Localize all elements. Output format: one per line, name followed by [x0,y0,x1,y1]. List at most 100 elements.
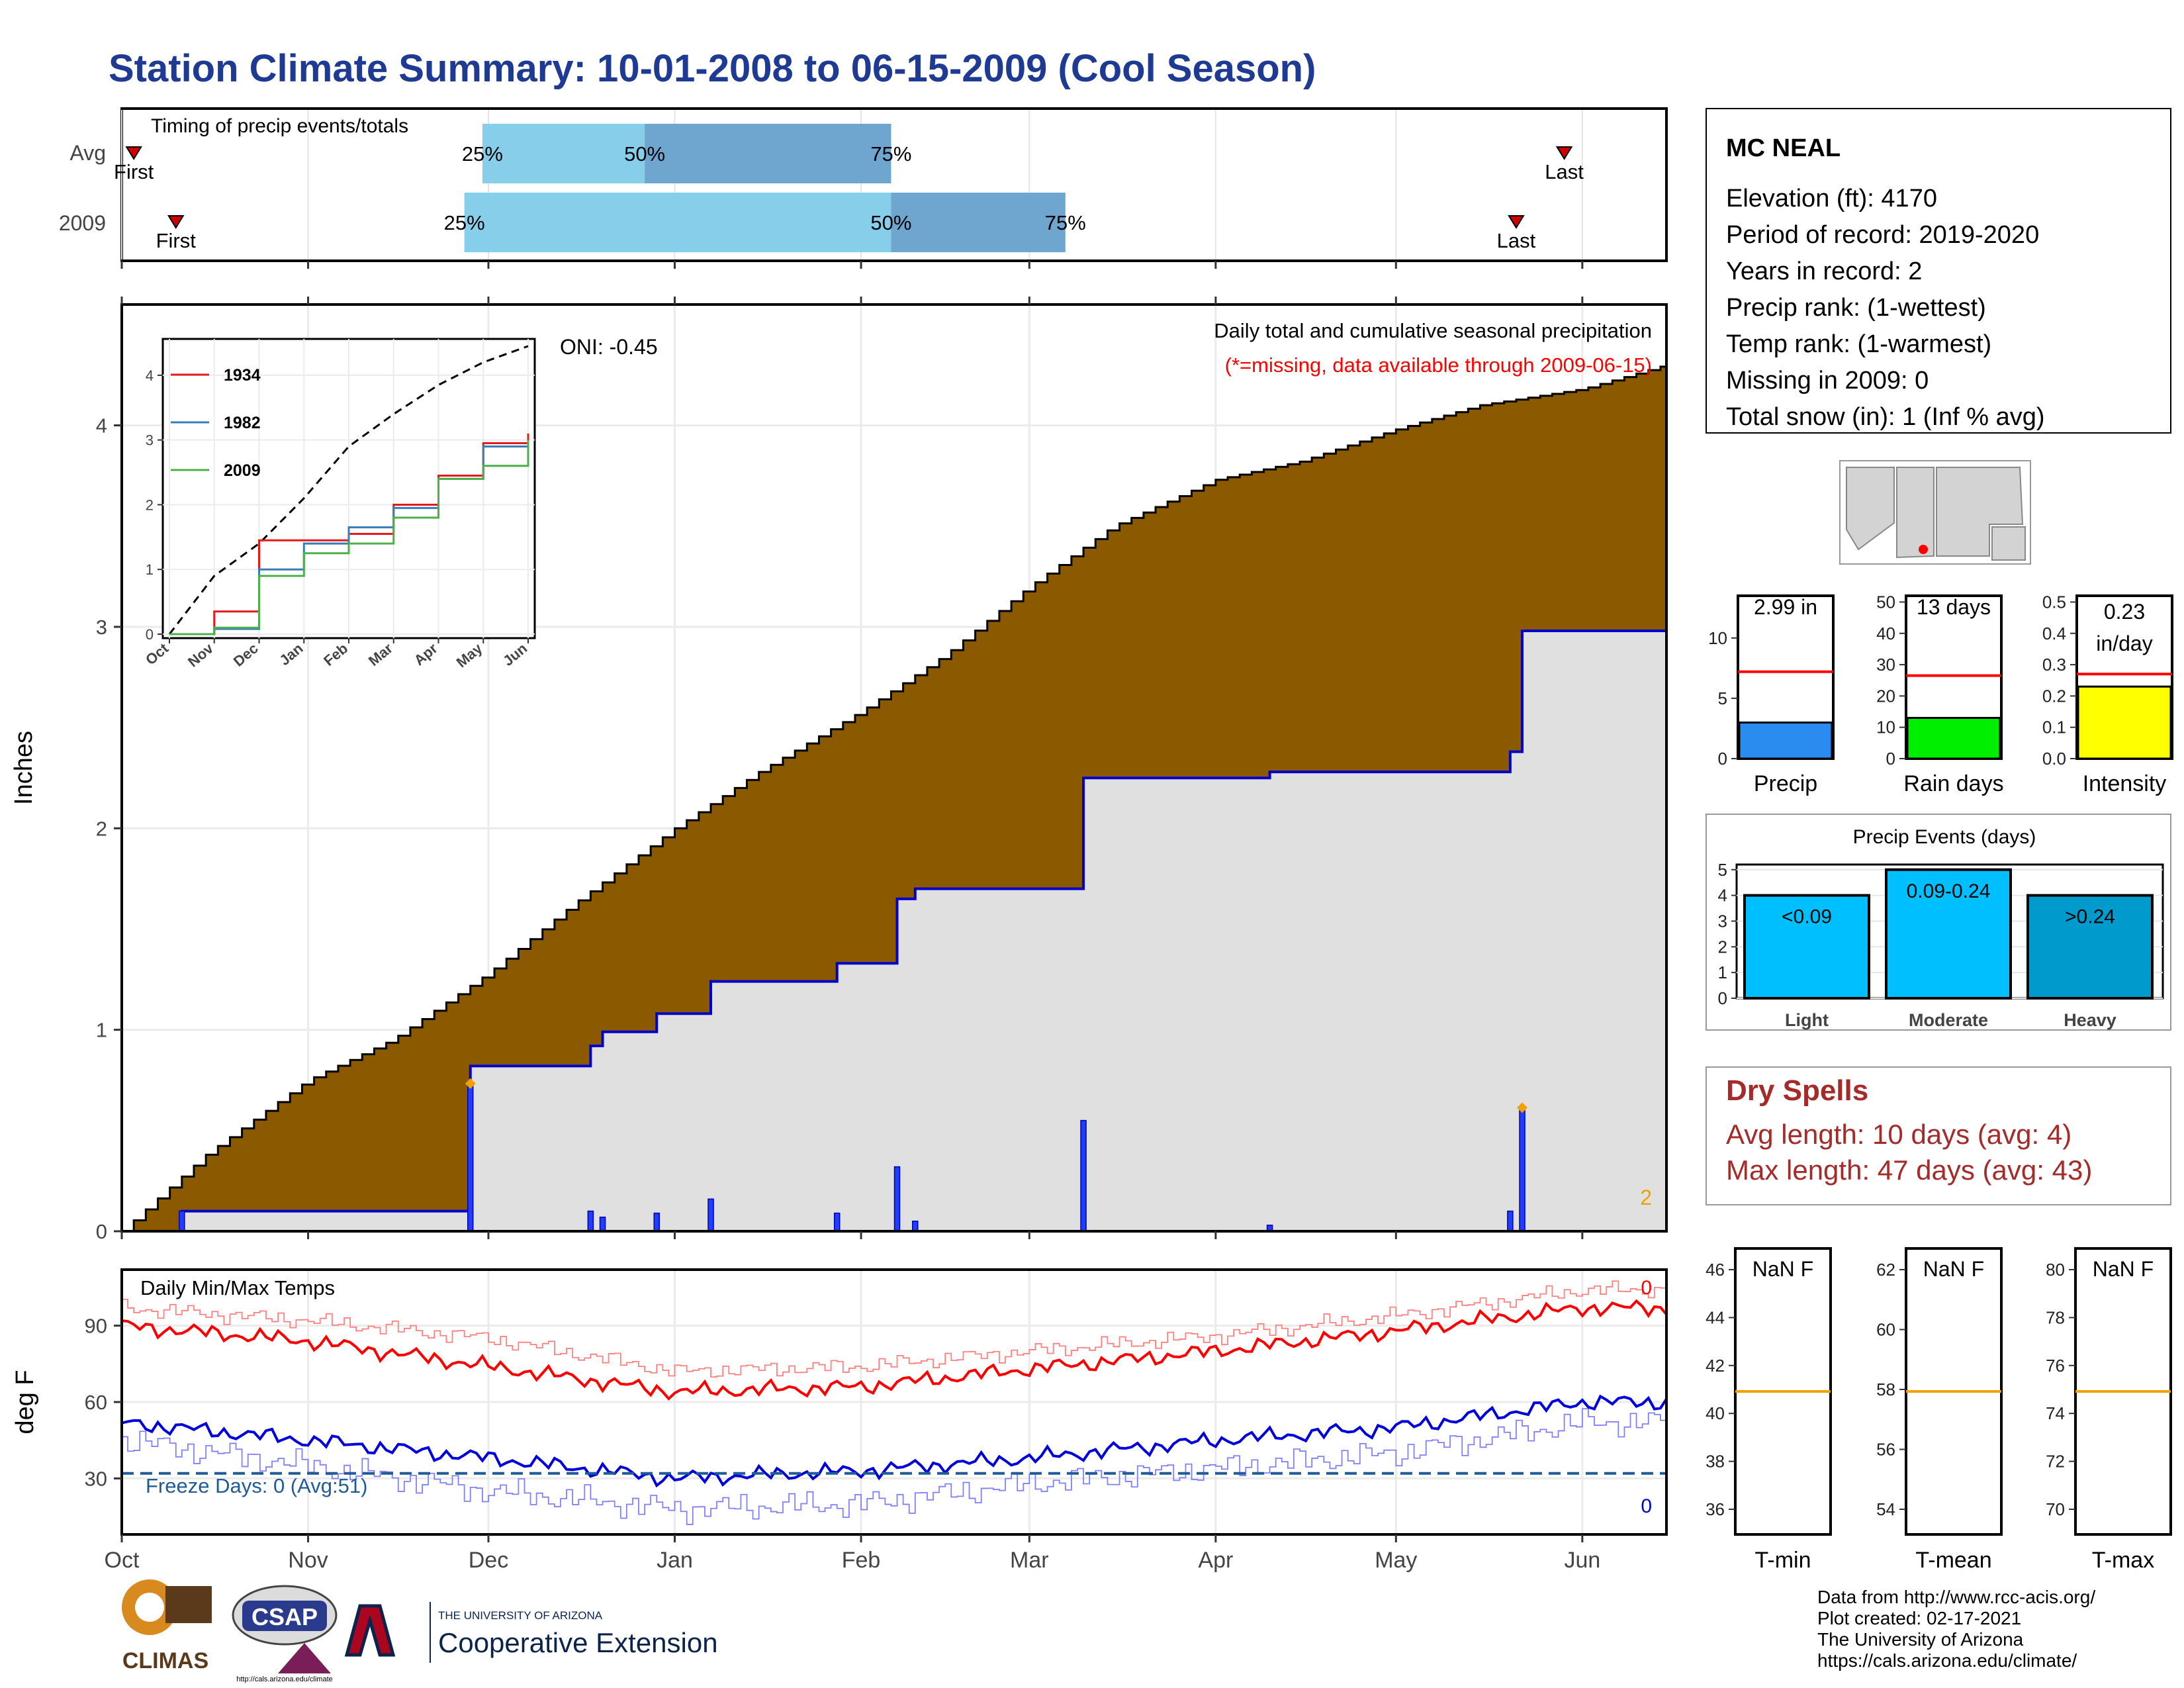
timing-row-label-avg: Avg [69,141,106,165]
events-y-tick: 4 [1718,886,1727,906]
event-count-label: 2 [1640,1186,1652,1209]
daily-precip-bar [653,1212,660,1232]
daily-precip-bar [912,1221,919,1232]
mini-bar-tick: 0.4 [2042,624,2066,643]
snow-marker [465,1078,476,1089]
daily-precip-bar [707,1198,714,1232]
precip-ylabel: Inches [10,731,38,805]
timing-panel: Timing of precip events/totals Avg 2009 … [59,107,1668,269]
first-event-label: First [156,229,197,252]
oni-label: ONI: -0.45 [560,335,658,359]
footer-line: https://cals.arizona.edu/climate/ [1817,1650,2077,1671]
temp-box-label: T-max [2092,1548,2154,1573]
2009-cumulative-area [122,630,1668,1233]
timing-q2-bar [645,124,891,183]
temp-x-tick: Jan [657,1548,693,1573]
temp-box-value: NaN F [2093,1257,2154,1281]
min-temp-count: 0 [1641,1495,1652,1517]
missing-note: (*=missing, data available through 2009-… [1225,353,1652,377]
timing-q2-bar [891,193,1066,252]
precip-events-box: Precip Events (days) 0 1 2 3 4 5 <0.09 Light 0.0… [1706,814,2171,1031]
events-bar-label: Moderate [1909,1010,1988,1030]
temp-y-tick: 60 [85,1391,107,1414]
csap-logo: CSAP http://cals.arizona.edu/climate [232,1585,338,1683]
station-location-marker [1919,545,1928,554]
inset-y-tick: 3 [146,432,154,449]
max-temp-count: 0 [1641,1277,1652,1299]
temp-box-tick: 60 [1876,1320,1895,1340]
temp-box-tick: 54 [1876,1499,1895,1519]
events-y-tick: 3 [1718,911,1727,931]
temp-box-tick: 58 [1876,1380,1895,1399]
mini-bar-value: 2.99 in [1754,595,1817,619]
temp-box-tick: 56 [1876,1440,1895,1460]
mini-bar-tick: 10 [1876,718,1895,737]
timing-p75-label: 75% [870,142,911,165]
events-title: Precip Events (days) [1853,826,2036,848]
mini-bar-tick: 20 [1876,686,1895,706]
temp-box-tick: 62 [1876,1260,1895,1280]
temp-x-tick: Feb [842,1548,881,1573]
temp-ylabel: deg F [11,1370,39,1434]
temp-panel: 30 60 90 Oct Nov Dec Jan Feb Mar Apr May Jun Daily … [11,1268,1668,1573]
dry-spells-max: Max length: 47 days (avg: 43) [1726,1154,2092,1186]
inset-average-line [168,345,529,635]
temp-x-tick: Dec [469,1548,508,1573]
timing-row-label-2009: 2009 [59,211,106,235]
last-event-marker [1508,215,1525,229]
station-info-line: Missing in 2009: 0 [1726,367,1929,395]
timing-title: Timing of precip events/totals [151,115,408,137]
events-y-tick: 1 [1718,962,1727,982]
mini-bar-value-unit: in/day [2096,632,2152,655]
station-info-line: Elevation (ft): 4170 [1726,185,1937,212]
temp-box-tick: 70 [2046,1499,2065,1519]
climas-logo-text: CLIMAS [122,1648,208,1673]
inset-legend-label: 1934 [224,366,261,385]
record-max-temp-line [122,1280,1667,1378]
temp-box-tick: 46 [1706,1260,1725,1280]
mini-bar-tick: 0 [1886,749,1895,769]
timing-q1-bar [482,124,645,183]
temp-title: Daily Min/Max Temps [140,1276,335,1299]
daily-precip-bar [179,1210,185,1232]
page-title: Station Climate Summary: 10-01-2008 to 0… [109,47,1316,90]
events-bar-range: >0.24 [2065,906,2115,928]
events-y-tick: 5 [1718,860,1727,880]
mini-bar-tick: 10 [1708,628,1727,648]
events-bar-range: 0.09-0.24 [1907,880,1991,902]
events-bar-moderate [1885,868,2012,1000]
first-event-marker [167,215,185,229]
daily-precip-bar [833,1212,841,1232]
mini-bar-tick: 0.0 [2042,749,2066,769]
station-info-line: Precip rank: (1-wettest) [1726,294,1986,322]
inset-series-2009 [169,440,529,635]
snow-marker [1517,1102,1528,1113]
footer-line: The University of Arizona [1817,1629,2024,1650]
last-event-marker [1555,146,1573,160]
mini-bar-tick: 0 [1718,749,1727,769]
temperature-summary-boxes: 36 38 40 42 44 46 NaN F T-min 54 56 58 60 62 NaN F T-m… [1706,1247,2172,1573]
temp-box-tick: 44 [1706,1307,1725,1327]
temp-box-tick: 42 [1706,1356,1725,1376]
events-bar-range: <0.09 [1782,906,1832,928]
mini-bar-tick: 40 [1876,624,1895,643]
temp-y-tick: 30 [85,1467,107,1490]
timing-p50-label: 50% [624,142,665,165]
station-name: MC NEAL [1726,134,1841,162]
mini-bar-tick: 0.2 [2042,686,2066,706]
mini-bar-tick: 5 [1718,688,1727,708]
mini-bar-tick: 30 [1876,655,1895,675]
inset-y-tick: 0 [146,626,154,643]
freeze-days-label: Freeze Days: 0 (Avg:51) [146,1474,367,1497]
record-min-temp-line [122,1408,1667,1525]
dry-spells-avg: Avg length: 10 days (avg: 4) [1726,1119,2071,1150]
temp-x-tick: May [1375,1548,1417,1573]
mini-bar-intensity [2077,685,2172,760]
mini-bar-rain-days [1906,717,2001,760]
station-info-line: Years in record: 2 [1726,258,1922,285]
mini-bar-precip [1738,722,1833,760]
station-info-line: Temp rank: (1-warmest) [1726,330,1991,358]
events-y-tick: 2 [1718,937,1727,957]
temp-box-value: NaN F [1752,1257,1813,1281]
